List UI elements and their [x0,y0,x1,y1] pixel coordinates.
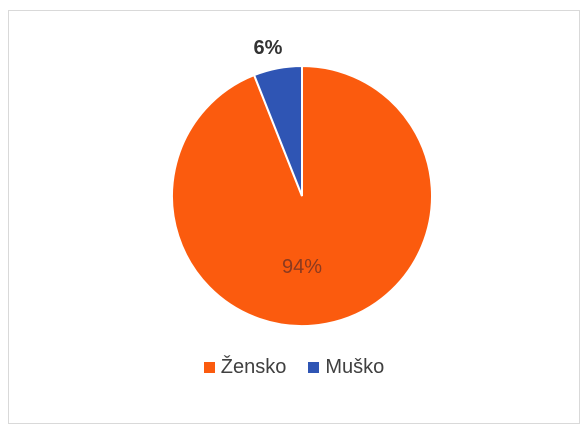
legend-swatch-musko [308,362,320,373]
legend-item-zensko: Žensko [203,356,287,379]
data-label-musko: 6% [254,37,283,59]
pie-slice-musko [252,64,303,197]
legend: Žensko Muško [0,356,588,379]
data-label-zensko: 94% [282,256,322,278]
legend-swatch-zensko [203,362,215,373]
legend-label-zensko: Žensko [220,356,287,378]
legend-item-musko: Muško [308,356,384,379]
legend-label-musko: Muško [325,356,385,378]
